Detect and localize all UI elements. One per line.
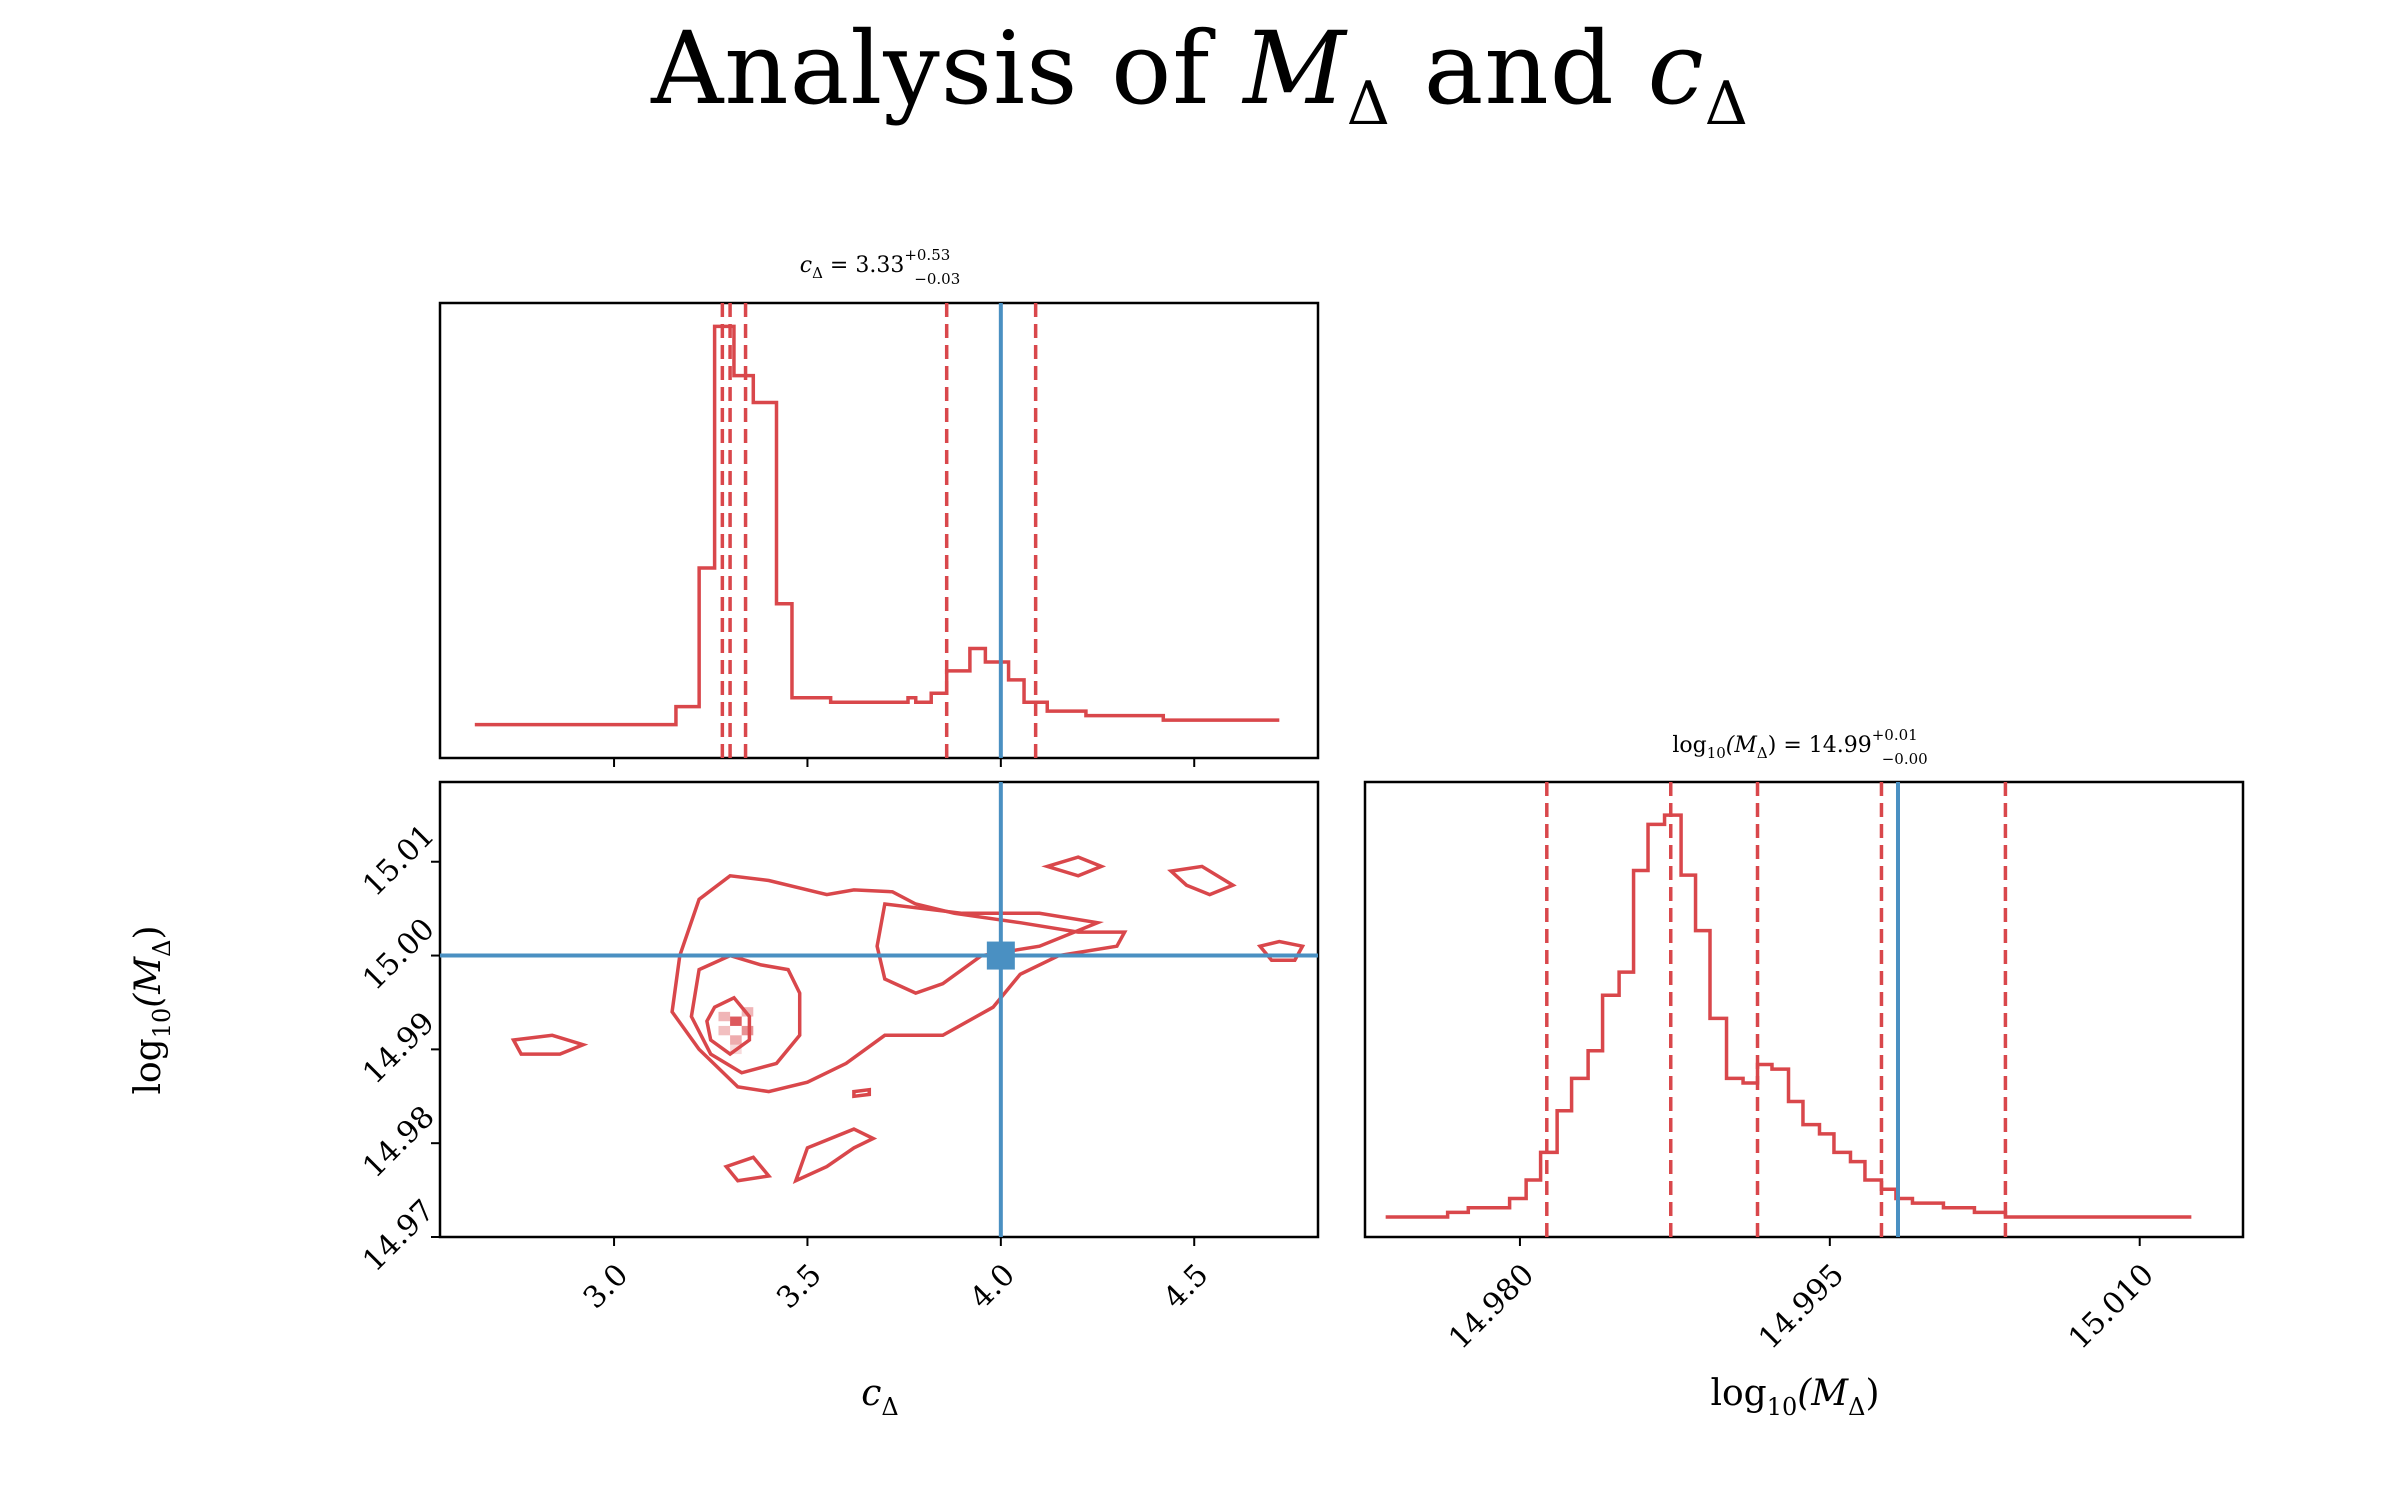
joint-y-tick-label: 14.98	[356, 1099, 441, 1184]
title-subscript-c: Δ	[1704, 69, 1749, 139]
density-cell	[718, 1011, 731, 1022]
island-contour-a	[1041, 855, 1107, 878]
tiny-contour	[852, 1087, 872, 1099]
density-cell	[730, 1035, 742, 1045]
y-axis-label-m: log10(MΔ)	[128, 925, 176, 1094]
title-symbol-c: c	[1647, 10, 1705, 127]
title-subscript-m: Δ	[1346, 69, 1391, 139]
middle-contour	[689, 953, 802, 1075]
density-cell	[718, 1025, 731, 1036]
c-hist-steps	[474, 324, 1280, 727]
inner-contour	[705, 995, 752, 1057]
m-hist-frame	[1363, 780, 2245, 1239]
joint-x-tick-label: 3.5	[770, 1257, 828, 1315]
density-cell	[730, 1016, 742, 1026]
joint-y-tick-label: 14.97	[356, 1193, 441, 1278]
density-cell	[741, 1025, 754, 1036]
outer-contour	[670, 873, 1128, 1094]
island-contour-c	[1256, 939, 1306, 962]
figure-title: Analysis of MΔ and cΔ	[0, 10, 2400, 139]
left-island-contour	[510, 1033, 589, 1056]
m-x-tick-label: 14.980	[1442, 1257, 1541, 1356]
truth-marker	[986, 941, 1015, 970]
x-axis-label-c: cΔ	[861, 1373, 899, 1421]
joint-x-tick-label: 4.5	[1157, 1257, 1215, 1315]
m-x-tick-label: 15.010	[2062, 1257, 2161, 1356]
title-prefix: Analysis of	[651, 10, 1244, 127]
island-contour-b	[1167, 864, 1237, 897]
x-axis-label-m: log10(MΔ)	[1710, 1373, 1879, 1421]
m-hist-title: log10(MΔ) = 14.99+0.01 −0.00	[1672, 726, 1927, 768]
joint-frame	[438, 780, 1320, 1239]
joint-y-tick-label: 15.01	[356, 818, 441, 903]
c-hist-title: cΔ = 3.33+0.53 −0.03	[800, 246, 961, 288]
m-x-tick-label: 14.995	[1752, 1257, 1851, 1356]
joint-x-tick-label: 4.0	[964, 1257, 1022, 1315]
joint-contours	[510, 855, 1306, 1184]
joint-y-tick-label: 15.00	[356, 912, 441, 997]
title-symbol-m: M	[1243, 10, 1347, 127]
lower-contour	[792, 1127, 878, 1184]
joint-x-tick-label: 3.0	[577, 1257, 635, 1315]
joint-y-tick-label: 14.99	[356, 1006, 441, 1091]
m-hist-steps	[1385, 813, 2192, 1219]
c-hist-frame	[438, 301, 1320, 760]
title-conjunction: and	[1390, 10, 1648, 127]
small-lower-contour	[723, 1155, 773, 1183]
